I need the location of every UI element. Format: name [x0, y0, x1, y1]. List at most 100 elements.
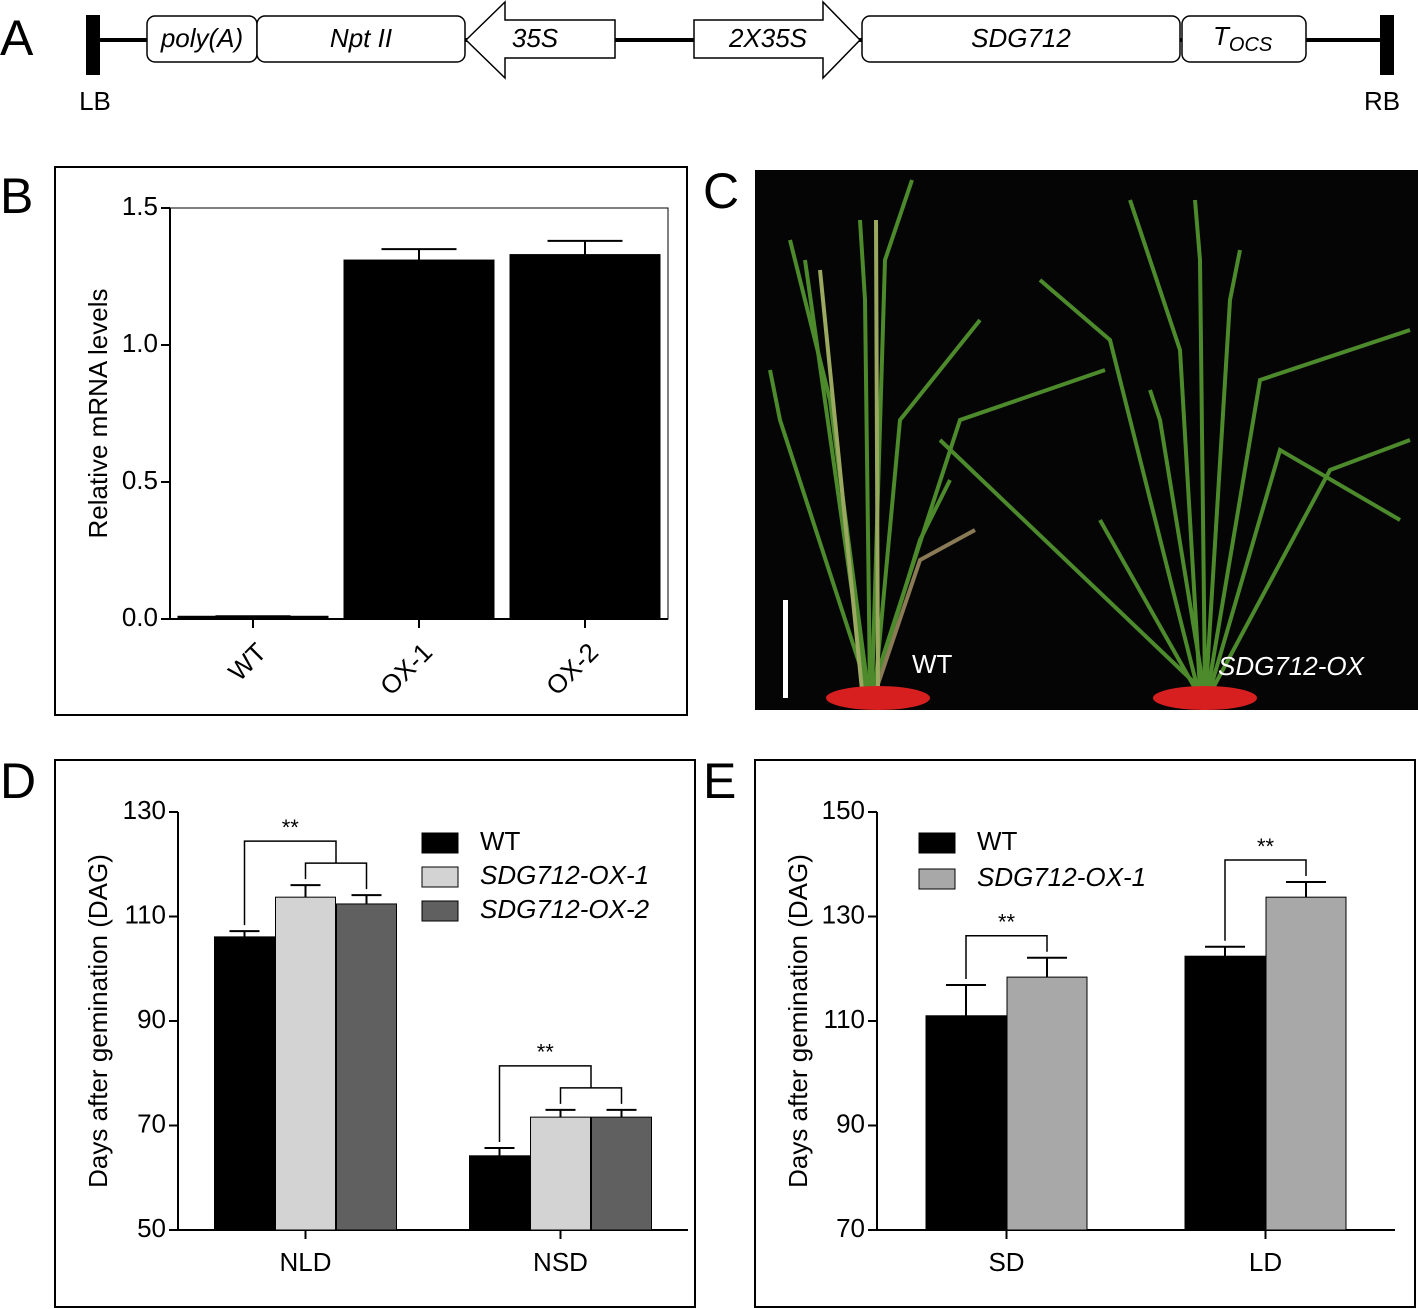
x-tick-label: NSD: [533, 1247, 588, 1277]
error-bar: [290, 884, 321, 898]
significance: **: [537, 1040, 555, 1065]
error-bar: [545, 1108, 576, 1118]
bar: [530, 1116, 591, 1231]
bar: [925, 1015, 1007, 1231]
promoter-arrow: [464, 0, 616, 80]
bar: [214, 936, 275, 1231]
y-tick-label: 70: [137, 1108, 166, 1138]
error-bar: [1286, 881, 1326, 898]
y-tick-label: 70: [836, 1213, 865, 1243]
element-label: 35S: [512, 23, 559, 53]
y-tick-label: 1.0: [122, 328, 158, 358]
pot: [826, 686, 930, 710]
border-label: RB: [1364, 86, 1400, 116]
photo: WT SDG712-OX: [755, 170, 1418, 710]
bar: [1006, 976, 1088, 1231]
y-tick-label: 90: [836, 1108, 865, 1138]
element-label: poly(A): [160, 23, 243, 53]
bracket: [965, 935, 1048, 979]
promoter2-arrow: [693, 0, 862, 80]
terminator-box: [1181, 15, 1307, 63]
significance: **: [1257, 834, 1275, 859]
error-bar: [946, 983, 986, 1016]
legend-label: WT: [977, 826, 1018, 856]
bar: [336, 903, 397, 1231]
y-axis-label: Days after gemination (DAG): [83, 854, 113, 1188]
x-tick-label: WT: [222, 637, 272, 687]
bracket: [559, 1087, 623, 1104]
y-tick-label: 130: [822, 899, 865, 929]
wt-plant: [768, 179, 1106, 691]
element-label: SDG712: [971, 23, 1071, 53]
bracket: [1224, 859, 1307, 941]
significance: **: [282, 815, 300, 840]
x-tick-label: LD: [1249, 1247, 1282, 1277]
error-bar: [484, 1146, 515, 1156]
y-axis-label: Relative mRNA levels: [83, 289, 113, 539]
gene-box: [861, 15, 1181, 63]
rb-bar: [1380, 15, 1394, 75]
bar: [509, 254, 661, 620]
significance: **: [998, 910, 1016, 935]
pot: [1153, 686, 1257, 710]
y-tick-label: 110: [125, 899, 166, 929]
element-label: TOCS: [1213, 21, 1273, 56]
error-bar: [606, 1108, 637, 1118]
scale-bar: [783, 600, 788, 698]
legend-swatch: [421, 900, 459, 922]
lb-bar: [86, 15, 100, 75]
bar: [1184, 955, 1266, 1231]
panel-label: A: [0, 10, 34, 66]
x-tick-label: OX-2: [540, 637, 604, 701]
panel-label: B: [0, 168, 33, 224]
error-bar: [351, 894, 382, 904]
element-label: Npt II: [330, 23, 392, 53]
bracket: [498, 1065, 592, 1142]
legend-label: SDG712-OX-1: [480, 860, 649, 890]
bracket: [243, 840, 337, 926]
y-tick-label: 0.0: [122, 602, 158, 632]
error-bar: [381, 248, 457, 261]
legend-swatch: [918, 832, 956, 854]
error-bar: [1027, 956, 1067, 978]
bar: [469, 1155, 530, 1231]
bar: [343, 259, 495, 620]
panel-label: D: [0, 753, 36, 809]
x-tick-label: SD: [988, 1247, 1024, 1277]
terminator-sub: OCS: [1229, 34, 1273, 56]
photo-label: WT: [912, 649, 953, 679]
error-bar: [547, 239, 623, 255]
legend-label: WT: [480, 826, 521, 856]
bar: [275, 896, 336, 1231]
legend-label: SDG712-OX-1: [977, 862, 1146, 892]
terminator: T: [1213, 21, 1231, 51]
y-tick-label: 50: [137, 1213, 166, 1243]
panel-frame: [754, 759, 1416, 1308]
border-label: LB: [79, 86, 111, 116]
nptii-box: [256, 15, 466, 63]
photo-label: SDG712-OX: [1218, 651, 1366, 681]
y-tick-label: 130: [123, 795, 166, 825]
y-tick-label: 90: [137, 1004, 166, 1034]
error-bar: [1205, 945, 1245, 957]
legend-label: SDG712-OX-2: [480, 894, 650, 924]
x-tick-label: OX-1: [374, 637, 438, 701]
legend-swatch: [421, 832, 459, 854]
error-bar: [229, 930, 260, 937]
y-axis-label: Days after gemination (DAG): [783, 854, 813, 1188]
y-tick-label: 1.5: [122, 191, 158, 221]
y-tick-label: 110: [824, 1004, 865, 1034]
element-label: 2X35S: [728, 23, 808, 53]
ox-plant: [938, 199, 1411, 692]
panel-frame: [54, 759, 696, 1308]
panel-frame: [54, 166, 688, 716]
legend-swatch: [421, 866, 459, 888]
panel-label: E: [703, 753, 736, 809]
construct: poly(A) Npt II 35S 2X35S SDG712 TOCS LB …: [79, 0, 1400, 116]
legend-swatch: [918, 868, 956, 890]
x-tick-label: NLD: [279, 1247, 331, 1277]
y-tick-label: 150: [822, 795, 865, 825]
panel-label: C: [703, 163, 739, 219]
y-tick-label: 0.5: [122, 465, 158, 495]
